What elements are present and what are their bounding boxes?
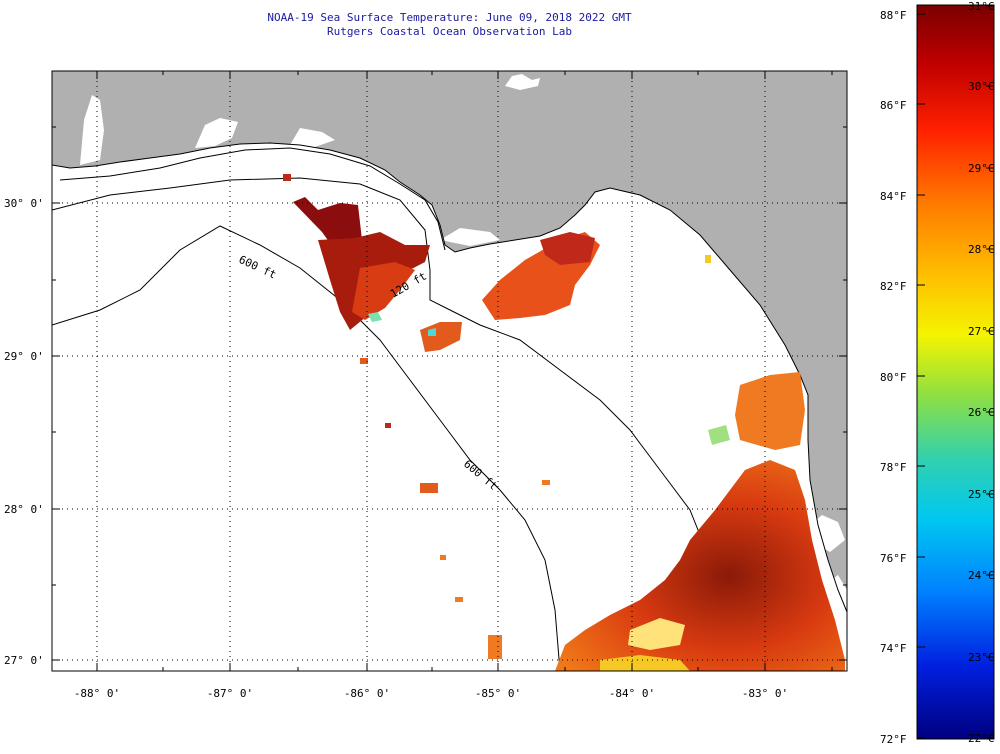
north-lake: [505, 74, 540, 90]
pensacola-bay: [195, 118, 238, 148]
colorbar-f-ticks: [917, 13, 925, 739]
coastline: [52, 142, 847, 613]
lon-label-88: -88° 0': [74, 687, 120, 700]
cb-f-label: 72°F: [880, 733, 907, 746]
map-border: [51, 70, 848, 672]
cb-c-label: 22°C: [968, 732, 995, 745]
lon-label-84: -84° 0': [609, 687, 655, 700]
cb-c-label: 28°C: [968, 243, 995, 256]
sst-patch-south-yellow: [600, 655, 690, 671]
sst-patch-west-cool: [368, 312, 382, 322]
sst-patch-bigbend-cool: [708, 425, 730, 445]
choctawhatchee-bay: [290, 128, 335, 147]
cb-f-label: 82°F: [880, 280, 907, 293]
colorbar: [916, 4, 995, 740]
sst-patch-northwest: [293, 197, 362, 250]
cb-f-label: 78°F: [880, 461, 907, 474]
lat-label-30: 30° 0': [4, 197, 44, 210]
tick-marks: [52, 71, 847, 671]
sst-speck: [440, 555, 446, 560]
cb-f-label: 84°F: [880, 190, 907, 203]
sst-patch-apalachee-hot: [540, 232, 595, 265]
lat-label-28: 28° 0': [4, 503, 44, 516]
lon-label-85: -85° 0': [475, 687, 521, 700]
cb-c-label: 23°C: [968, 651, 995, 664]
sst-speck: [455, 597, 463, 602]
apalachicola-bay: [440, 228, 500, 246]
sst-speck: [360, 358, 368, 364]
cb-c-label: 26°C: [968, 406, 995, 419]
sst-speck: [385, 423, 391, 428]
map-title: NOAA-19 Sea Surface Temperature: June 09…: [267, 11, 632, 24]
sst-speck: [705, 255, 711, 263]
cb-c-label: 31°C: [968, 0, 995, 13]
sst-speck: [283, 174, 291, 181]
mobile-bay: [80, 95, 104, 165]
cb-c-label: 24°C: [968, 569, 995, 582]
cb-f-label: 76°F: [880, 552, 907, 565]
sst-speck: [542, 480, 550, 485]
cb-f-label: 80°F: [880, 371, 907, 384]
sst-patch-central-cool: [428, 328, 436, 336]
colorbar-c-ticks: [986, 5, 994, 739]
colorbar-fahrenheit-labels: 88°F 86°F 84°F 82°F 80°F 78°F 76°F 74°F …: [880, 9, 907, 746]
sst-patch-bigbend: [735, 372, 805, 450]
cb-c-label: 27°C: [968, 325, 995, 338]
cb-c-label: 30°C: [968, 80, 995, 93]
land-mass: [52, 71, 847, 612]
map-subtitle: Rutgers Coastal Ocean Observation Lab: [326, 25, 573, 38]
graticule: [52, 71, 847, 671]
cb-f-label: 88°F: [880, 9, 907, 22]
lat-label-29: 29° 0': [4, 350, 44, 363]
cb-f-label: 86°F: [880, 99, 907, 112]
barrier-islands: [59, 147, 446, 251]
lon-label-83: -83° 0': [742, 687, 788, 700]
lon-label-86: -86° 0': [344, 687, 390, 700]
charlotte-harbor: [825, 575, 847, 612]
sst-speck: [488, 635, 502, 659]
sst-speck: [420, 483, 438, 493]
sst-patch-south-warm: [555, 460, 845, 671]
cb-c-label: 25°C: [968, 488, 995, 501]
tampa-bay: [810, 515, 845, 552]
colorbar-celsius-labels: 31°C 30°C 29°C 28°C 27°C 26°C 25°C 24°C …: [968, 0, 995, 745]
isobath-deep: [52, 225, 561, 671]
sst-patch-south-cool: [628, 618, 685, 650]
map-content: [52, 71, 847, 671]
cb-f-label: 74°F: [880, 642, 907, 655]
lon-label-87: -87° 0': [207, 687, 253, 700]
cb-c-label: 29°C: [968, 162, 995, 175]
sst-patch-west-edge: [352, 262, 415, 320]
lat-label-27: 27° 0': [4, 654, 44, 667]
